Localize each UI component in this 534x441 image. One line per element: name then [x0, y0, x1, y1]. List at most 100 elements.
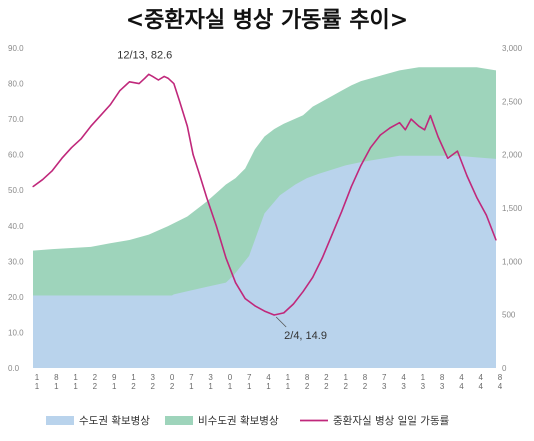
line-point [70, 146, 73, 149]
x-tick-label: 1 [35, 382, 40, 391]
line-point [302, 290, 304, 293]
annotation-leader-line [275, 316, 287, 328]
x-tick-label: 1 [286, 373, 291, 382]
line-series-icu-occupancy [32, 73, 497, 316]
line-point [51, 170, 53, 172]
line-point [144, 77, 146, 79]
y-left-tick-label: 60.0 [8, 151, 24, 160]
line-point [292, 303, 295, 305]
x-tick-label: 4 [478, 382, 483, 391]
y-left-tick-label: 10.0 [8, 328, 24, 337]
y-right-tick-label: 2,000 [502, 151, 523, 160]
y-right-tick-label: 500 [502, 311, 516, 320]
x-tick-label: 8 [363, 373, 368, 382]
x-tick-label: 1 [73, 382, 78, 391]
line-point [312, 276, 314, 278]
line-point [379, 134, 381, 136]
line-point [128, 81, 131, 83]
x-tick-label: 2 [93, 373, 98, 382]
x-tick-label: 4 [459, 373, 464, 382]
x-tick-label: 2 [324, 373, 329, 382]
line-point [157, 79, 159, 81]
x-tick-label: 7 [189, 373, 194, 382]
y-left-tick-label: 50.0 [8, 186, 24, 195]
line-point [32, 186, 34, 188]
x-tick-label: 1 [131, 373, 136, 382]
area-series-capital [33, 155, 496, 368]
y-left-tick-label: 80.0 [8, 80, 24, 89]
line-point [476, 196, 478, 198]
x-tick-label: 3 [401, 382, 406, 391]
x-tick-label: 8 [305, 373, 310, 382]
line-point [404, 129, 406, 131]
x-tick-label: 1 [343, 373, 348, 382]
y-left-tick-label: 20.0 [8, 293, 24, 302]
line-point [263, 310, 266, 312]
x-tick-label: 4 [266, 373, 271, 382]
x-tick-label: 3 [151, 373, 156, 382]
y-left-tick-label: 70.0 [8, 115, 24, 124]
line-point [148, 73, 150, 75]
line-point [215, 225, 217, 227]
x-tick-label: 8 [498, 373, 503, 382]
x-tick-label: 2 [305, 382, 310, 391]
line-point [410, 118, 412, 120]
line-point [80, 138, 82, 140]
x-tick-label: 0 [170, 373, 175, 382]
line-point [90, 125, 92, 127]
line-point [173, 82, 175, 85]
line-point [456, 150, 459, 152]
x-tick-label: 1 [247, 382, 252, 391]
line-point [437, 136, 439, 138]
legend-label: 수도권 확보병상 [79, 414, 150, 427]
line-point [109, 104, 111, 106]
x-tick-label: 9 [112, 373, 117, 382]
legend-swatch [165, 416, 193, 425]
x-tick-label: 1 [266, 382, 271, 391]
x-tick-label: 7 [382, 373, 387, 382]
line-point [321, 257, 323, 259]
legend-swatch [46, 416, 74, 425]
x-tick-label: 2 [170, 382, 175, 391]
x-tick-label: 3 [421, 382, 426, 391]
y-right-tick-label: 1,000 [502, 257, 523, 266]
x-tick-label: 4 [401, 373, 406, 382]
line-point [61, 157, 63, 159]
x-tick-label: 1 [228, 382, 233, 391]
line-point [429, 114, 432, 117]
line-point [167, 77, 169, 79]
x-tick-label: 4 [498, 382, 503, 391]
x-tick-label: 1 [189, 382, 194, 391]
x-tick-label: 1 [54, 382, 59, 391]
x-tick-label: 1 [421, 373, 426, 382]
y-left-tick-label: 0.0 [8, 364, 20, 373]
line-point [418, 125, 420, 127]
line-point [447, 157, 449, 159]
line-point [244, 298, 246, 300]
x-tick-label: 1 [208, 382, 213, 391]
x-tick-label: 2 [343, 382, 348, 391]
legend-label: 중환자실 병상 일일 가동률 [333, 414, 450, 427]
line-point [360, 164, 362, 166]
y-right-tick-label: 3,000 [502, 44, 523, 53]
line-point [206, 196, 208, 198]
line-point [234, 282, 237, 284]
line-point [350, 186, 352, 188]
y-left-tick-label: 30.0 [8, 257, 24, 266]
x-tick-label: 2 [151, 382, 156, 391]
x-tick-label: 1 [73, 373, 78, 382]
y-right-tick-label: 0 [502, 364, 507, 373]
legend-label: 비수도권 확보병상 [198, 414, 279, 427]
line-point [138, 82, 140, 85]
x-tick-label: 4 [459, 382, 464, 391]
line-point [152, 75, 154, 78]
line-point [485, 214, 487, 216]
x-tick-label: 1 [286, 382, 291, 391]
line-point [341, 210, 343, 213]
y-left-tick-label: 90.0 [8, 44, 24, 53]
x-tick-label: 1 [112, 382, 117, 391]
line-point [99, 114, 102, 117]
line-point [163, 75, 165, 78]
line-point [495, 239, 497, 241]
